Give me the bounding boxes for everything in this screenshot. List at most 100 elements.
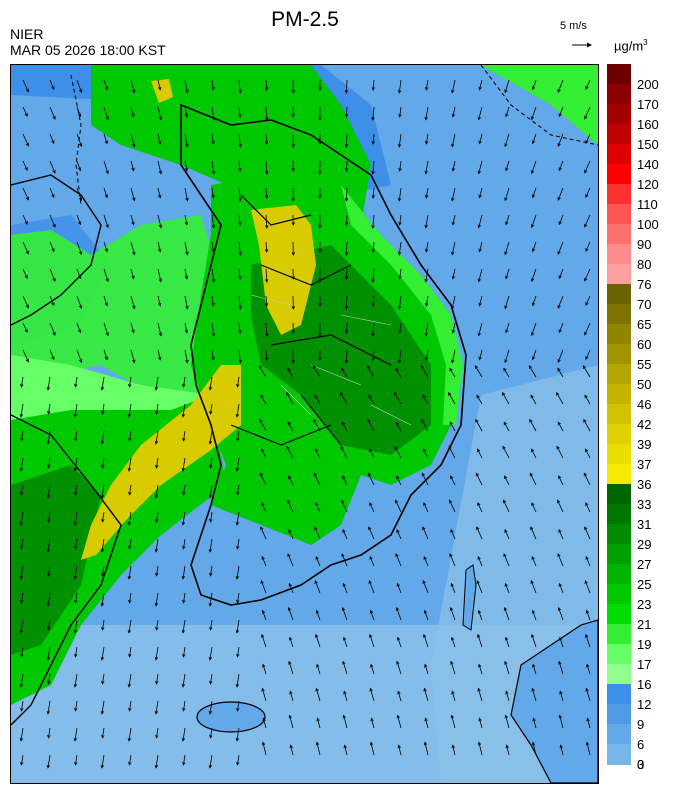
wind-arrow xyxy=(157,160,162,174)
wind-arrow xyxy=(559,583,564,594)
wind-arrow xyxy=(425,106,429,120)
wind-arrow-head xyxy=(291,114,295,118)
wind-arrow-head xyxy=(422,580,426,584)
wind-arrow-head xyxy=(530,116,535,121)
wind-arrow xyxy=(48,619,51,630)
wind-arrow-head xyxy=(259,418,263,423)
wind-arrow-head xyxy=(371,357,376,361)
wind-arrow xyxy=(398,187,402,201)
wind-arrow xyxy=(20,565,24,579)
wind-arrow-head xyxy=(531,194,536,199)
wind-arrow-head xyxy=(264,357,269,361)
wind-arrow-head xyxy=(289,690,293,695)
wind-arrow-head xyxy=(504,636,509,641)
wind-arrow xyxy=(236,565,240,579)
wind-arrow-head xyxy=(340,445,344,450)
wind-arrow xyxy=(130,187,135,201)
wind-arrow-head xyxy=(291,360,296,364)
wind-arrow xyxy=(451,187,456,201)
wind-arrow-head xyxy=(209,626,213,631)
wind-arrow-head xyxy=(181,413,186,418)
wind-arrow-head xyxy=(211,140,215,145)
wind-arrow xyxy=(314,395,321,405)
wind-arrow-head xyxy=(47,680,51,685)
wind-arrow-head xyxy=(235,413,240,418)
wind-arrow-head xyxy=(287,367,291,372)
wind-arrow xyxy=(585,295,591,306)
wind-arrow xyxy=(22,160,28,171)
wind-arrow-head xyxy=(211,86,215,91)
wind-arrow xyxy=(449,500,456,513)
wind-arrow-head xyxy=(132,89,136,94)
wind-arrow-head xyxy=(371,195,376,199)
wind-arrow-head xyxy=(154,386,159,391)
wind-arrow xyxy=(183,646,186,657)
wind-arrow xyxy=(210,565,213,576)
wind-arrow xyxy=(74,403,78,417)
wind-arrow-head xyxy=(288,636,293,641)
wind-arrow-head xyxy=(422,526,426,531)
wind-arrow xyxy=(531,214,537,228)
wind-arrow-head xyxy=(344,114,349,118)
wind-arrow xyxy=(342,475,348,486)
legend-tick-label: 39 xyxy=(637,437,652,452)
wind-arrow-head xyxy=(128,383,132,388)
wind-arrow xyxy=(130,214,135,225)
wind-arrow xyxy=(102,403,105,414)
wind-arrow-head xyxy=(342,636,347,641)
wind-arrow-head xyxy=(558,167,562,172)
wind-arrow-head xyxy=(476,526,480,531)
wind-arrow-head xyxy=(423,502,427,506)
wind-arrow-head xyxy=(424,140,429,145)
wind-arrow-head xyxy=(261,609,266,614)
wind-arrow xyxy=(314,526,321,540)
wind-arrow-head xyxy=(51,86,55,91)
wind-arrow-head xyxy=(558,636,563,641)
wind-arrow xyxy=(449,422,456,432)
wind-arrow xyxy=(129,592,132,603)
legend-swatch xyxy=(607,564,631,585)
wind-arrow-head xyxy=(128,545,132,550)
wind-arrow xyxy=(49,133,55,144)
wind-arrow-head xyxy=(131,113,135,118)
wind-arrow xyxy=(585,187,591,198)
legend-tick-label: 37 xyxy=(637,457,652,472)
wind-arrow-head xyxy=(343,744,347,749)
wind-arrow xyxy=(157,349,161,360)
wind-arrow xyxy=(76,79,82,93)
wind-arrow xyxy=(210,619,213,630)
wind-arrow-head xyxy=(529,472,533,477)
wind-scale-label: 5 m/s xyxy=(560,20,587,32)
wind-arrow xyxy=(478,268,483,282)
wind-arrow xyxy=(531,556,537,567)
wind-arrow xyxy=(129,430,132,441)
wind-arrow xyxy=(504,529,510,540)
wind-arrow-head xyxy=(398,113,402,118)
wind-arrow xyxy=(346,106,348,118)
wind-arrow-head xyxy=(585,356,589,360)
wind-arrow-head xyxy=(318,171,322,175)
wind-arrow xyxy=(478,610,483,621)
wind-arrow xyxy=(558,160,564,171)
wind-arrow xyxy=(531,634,537,648)
wind-arrow xyxy=(184,133,188,147)
wind-arrow xyxy=(372,268,375,282)
wind-arrow xyxy=(103,106,109,120)
wind-arrow-head xyxy=(77,275,82,280)
wind-arrow xyxy=(502,392,510,405)
wind-arrow xyxy=(22,106,28,117)
wind-arrow-head xyxy=(238,167,242,172)
wind-arrow-head xyxy=(262,717,266,722)
wind-arrow-head xyxy=(341,499,345,504)
wind-arrow xyxy=(586,610,591,621)
wind-arrow xyxy=(75,592,78,603)
wind-arrow xyxy=(504,607,510,621)
wind-arrow xyxy=(49,79,55,90)
wind-arrow-head xyxy=(451,251,455,256)
wind-arrow-head xyxy=(371,117,375,121)
wind-arrow-head xyxy=(100,548,105,553)
wind-arrow xyxy=(532,610,537,621)
district-borders xyxy=(250,294,412,426)
wind-arrow xyxy=(265,79,268,91)
wind-arrow xyxy=(76,349,82,363)
